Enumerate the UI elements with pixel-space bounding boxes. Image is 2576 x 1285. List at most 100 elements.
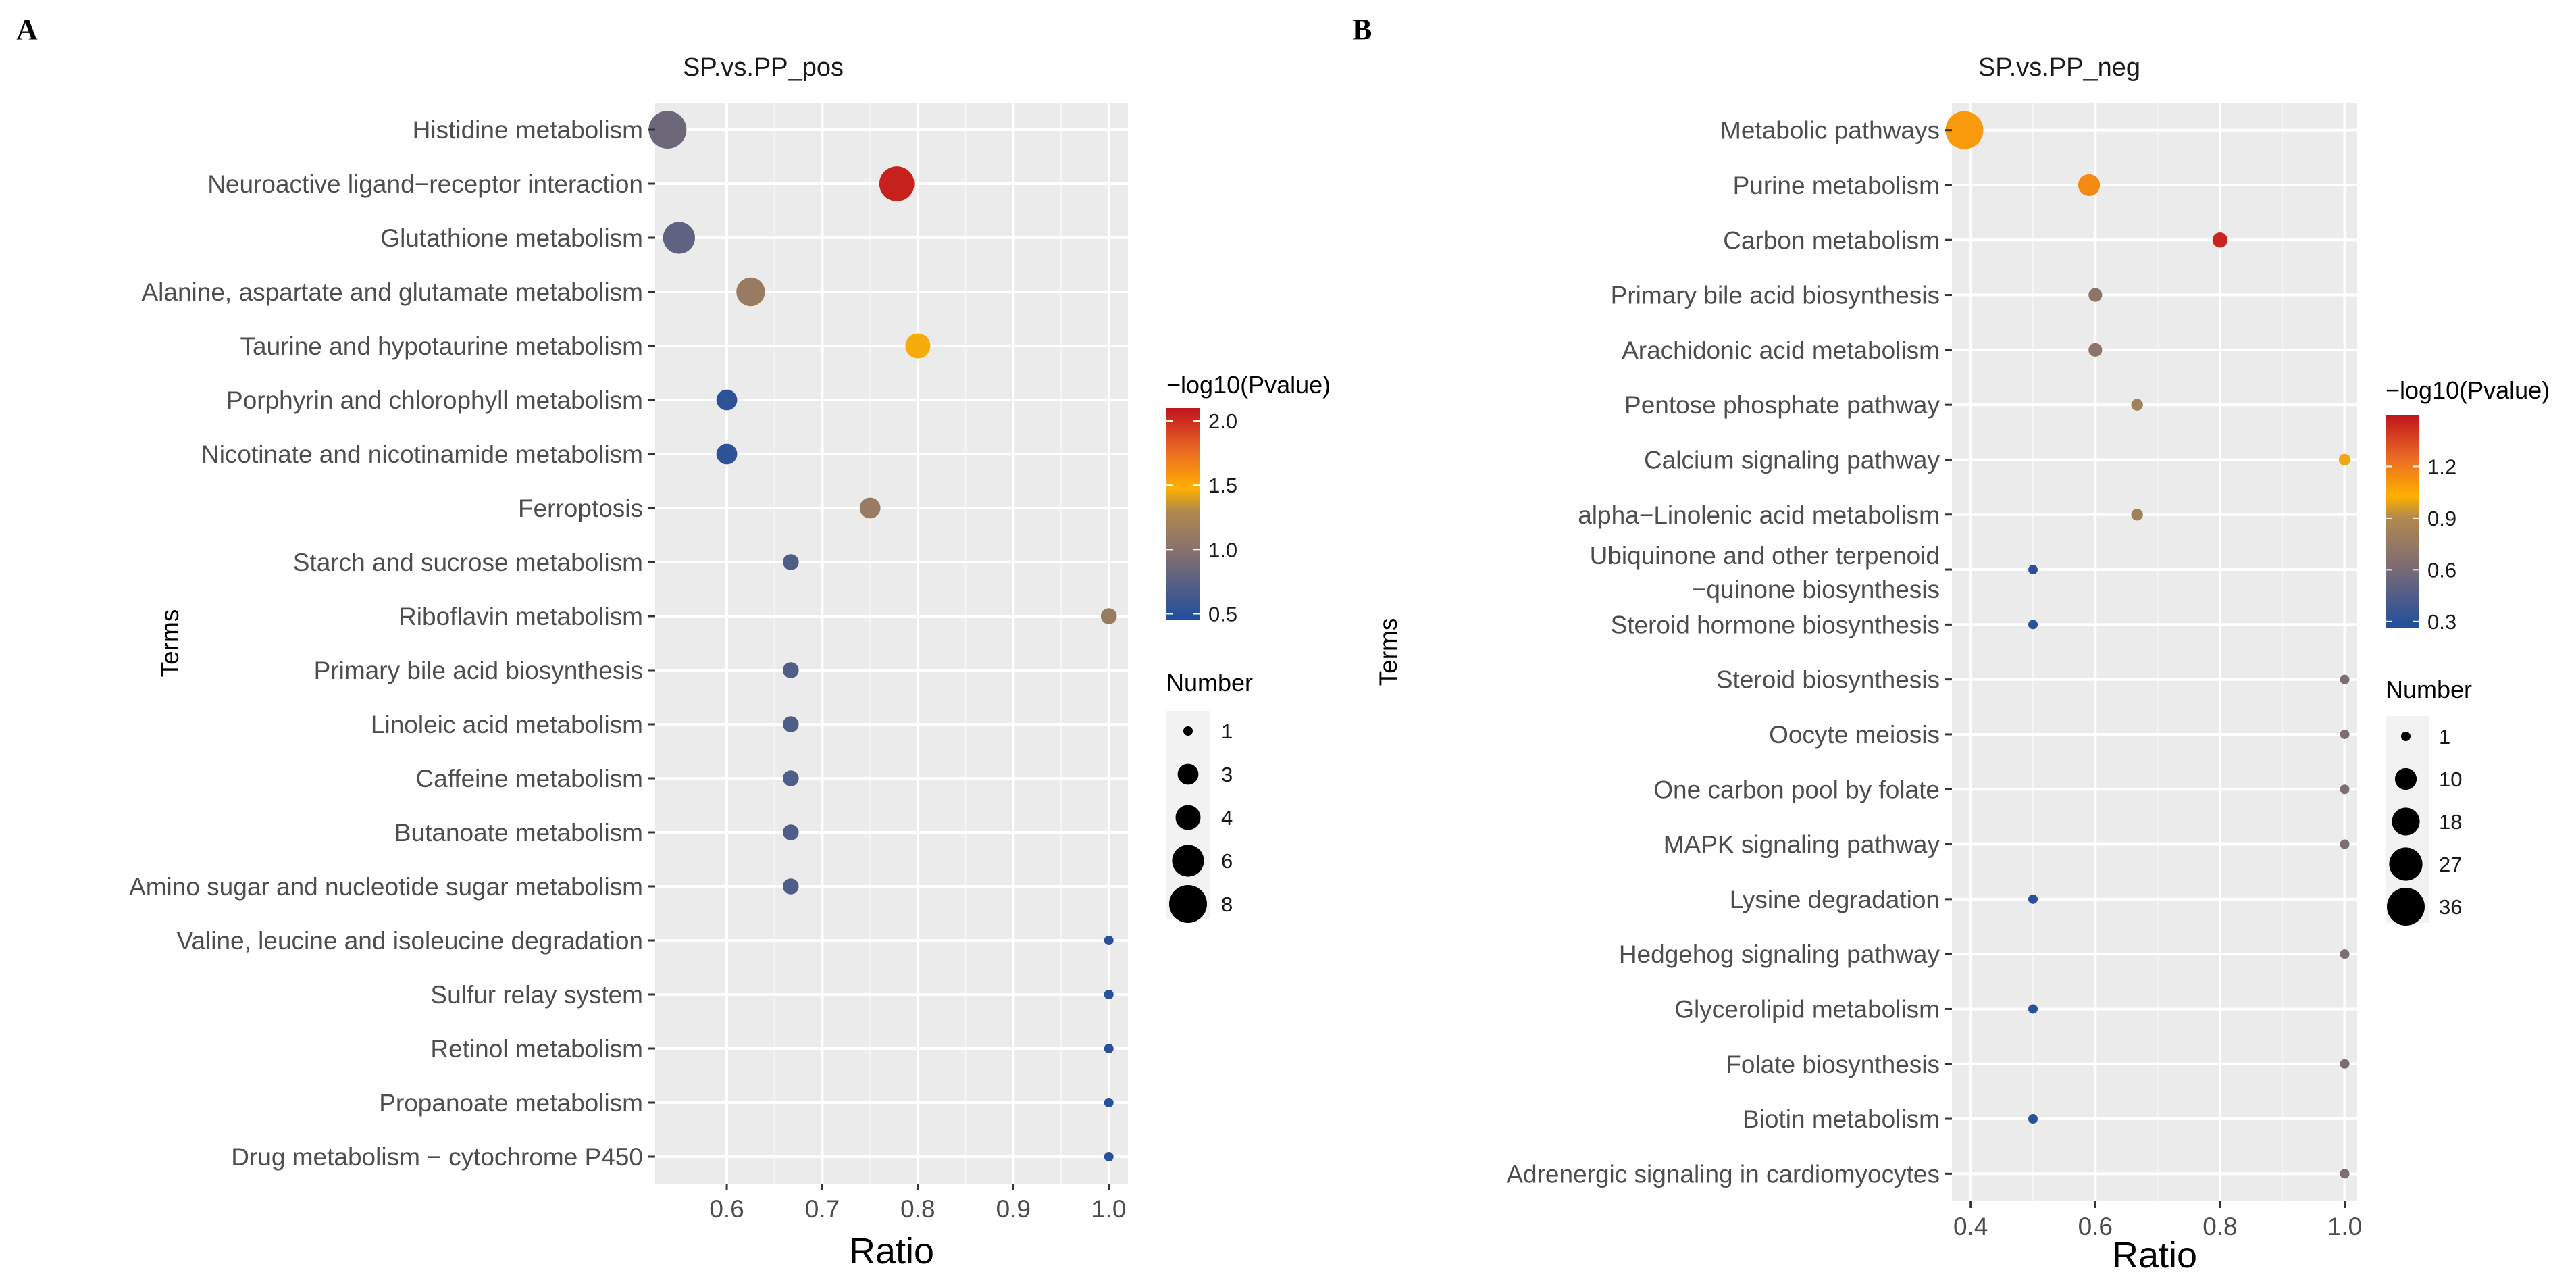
- y-tick-label: Ferroptosis: [518, 495, 643, 522]
- plot-background: [1952, 103, 2357, 1201]
- x-tick-label: 1.0: [2327, 1213, 2362, 1240]
- data-point: [1100, 608, 1117, 624]
- colorbar-tick-label: 1.5: [1208, 474, 1237, 497]
- data-point: [716, 389, 738, 411]
- colorbar-tick-label: 0.3: [2427, 610, 2456, 634]
- size-legend-title: Number: [2386, 676, 2472, 703]
- data-point: [1104, 1098, 1114, 1107]
- x-tick-label: 0.4: [1953, 1213, 1988, 1240]
- data-point: [648, 111, 687, 149]
- data-point: [2340, 1169, 2350, 1179]
- data-point: [2028, 565, 2038, 575]
- y-tick-label: Butanoate metabolism: [394, 819, 643, 847]
- colorbar-tick-label: 0.5: [1208, 602, 1237, 626]
- y-tick-label: Metabolic pathways: [1720, 117, 1940, 145]
- x-tick-label: 0.6: [2078, 1213, 2113, 1240]
- y-tick-label: Retinol metabolism: [430, 1035, 643, 1063]
- size-legend-key: [2389, 847, 2423, 881]
- y-tick-label: Purine metabolism: [1733, 172, 1940, 199]
- data-point: [736, 277, 765, 307]
- data-point: [716, 443, 738, 465]
- y-tick-label: Caffeine metabolism: [415, 765, 643, 792]
- data-point: [2088, 343, 2103, 357]
- size-legend-key: [2394, 767, 2417, 790]
- y-tick-label: Starch and sucrose metabolism: [293, 549, 643, 576]
- data-point: [783, 878, 799, 895]
- y-tick-label: MAPK signaling pathway: [1664, 831, 1940, 859]
- y-tick-label: Oocyte meiosis: [1769, 721, 1940, 749]
- data-point: [2340, 1059, 2350, 1069]
- data-point: [2028, 620, 2038, 630]
- size-legend-label: 27: [2439, 853, 2462, 876]
- y-tick-label: Drug metabolism − cytochrome P450: [231, 1143, 643, 1171]
- data-point: [905, 333, 931, 359]
- y-tick-label: Carbon metabolism: [1723, 226, 1940, 254]
- colorbar-tick-label: 1.0: [1208, 538, 1237, 561]
- size-legend-label: 1: [1221, 720, 1233, 743]
- size-legend-label: 10: [2439, 767, 2462, 791]
- data-point: [859, 497, 881, 519]
- y-tick-label: Amino sugar and nucleotide sugar metabol…: [129, 873, 643, 901]
- data-point: [783, 554, 799, 570]
- colorbar-tick-label: 0.9: [2427, 507, 2456, 530]
- data-point: [1104, 1152, 1114, 1161]
- y-tick-label: Valine, leucine and isoleucine degradati…: [177, 927, 643, 955]
- colorbar-tick-label: 1.2: [2427, 455, 2456, 478]
- y-tick-label: Hedgehog signaling pathway: [1619, 940, 1940, 968]
- colorbar-tick-label: 2.0: [1208, 409, 1237, 433]
- data-point: [2340, 729, 2350, 739]
- y-tick-label: Neuroactive ligand−receptor interaction: [207, 170, 643, 198]
- size-legend-key: [2387, 888, 2425, 926]
- data-point: [783, 662, 799, 678]
- y-tick-label: Sulfur relay system: [430, 981, 643, 1009]
- y-tick-label: Calcium signaling pathway: [1644, 446, 1940, 474]
- size-legend-key: [1177, 763, 1199, 785]
- size-legend-label: 3: [1221, 763, 1233, 786]
- data-point: [879, 166, 915, 201]
- size-legend-title: Number: [1166, 669, 1253, 697]
- colorbar-tick-label: 0.6: [2427, 558, 2456, 582]
- data-point: [2338, 453, 2351, 466]
- y-tick-label: Arachidonic acid metabolism: [1622, 336, 1940, 364]
- y-tick-label: Glutathione metabolism: [380, 224, 643, 252]
- data-point: [2028, 894, 2038, 904]
- x-tick-label: 0.7: [805, 1195, 840, 1223]
- y-tick-label: Glycerolipid metabolism: [1674, 995, 1940, 1023]
- color-legend-title: −log10(Pvalue): [2386, 376, 2550, 404]
- data-point: [663, 222, 695, 254]
- data-point: [783, 824, 799, 840]
- data-point: [1104, 990, 1114, 999]
- x-tick-label: 1.0: [1091, 1195, 1126, 1223]
- y-tick-label: Propanoate metabolism: [379, 1089, 643, 1117]
- x-tick-label: 0.8: [900, 1195, 935, 1223]
- panel-label: A: [16, 13, 38, 46]
- size-legend-key: [1175, 805, 1201, 830]
- y-tick-label: Riboflavin metabolism: [398, 603, 643, 630]
- y-tick-label: Folate biosynthesis: [1726, 1051, 1940, 1078]
- y-axis-title: Terms: [156, 609, 184, 678]
- size-legend-key: [1183, 726, 1193, 736]
- data-point: [2131, 509, 2143, 521]
- y-tick-label: Primary bile acid biosynthesis: [314, 657, 643, 684]
- y-tick-label: Alanine, aspartate and glutamate metabol…: [142, 278, 644, 306]
- y-axis-title: Terms: [1374, 618, 1402, 686]
- size-legend-key: [2392, 807, 2420, 836]
- data-point: [2131, 399, 2143, 411]
- x-tick-label: 0.8: [2203, 1213, 2237, 1240]
- size-legend-key: [1169, 885, 1207, 923]
- data-point: [2340, 784, 2350, 795]
- y-tick-label: Steroid biosynthesis: [1716, 666, 1940, 694]
- y-tick-label: Ubiquinone and other terpenoid −quinone b…: [1590, 542, 1940, 603]
- size-legend-label: 8: [1221, 892, 1233, 916]
- y-tick-label: Histidine metabolism: [413, 116, 643, 144]
- x-tick-label: 0.9: [996, 1195, 1031, 1223]
- y-tick-label: One carbon pool by folate: [1653, 776, 1940, 803]
- y-tick-label: Taurine and hypotaurine metabolism: [240, 332, 643, 360]
- colorbar: [2386, 415, 2419, 628]
- colorbar: [1166, 408, 1200, 620]
- data-point: [1104, 1044, 1114, 1053]
- panel-a: A SP.vs.PP_pos Histidine metabolism Neuroac…: [16, 13, 1331, 1271]
- y-tick-label: Biotin metabolism: [1743, 1105, 1940, 1133]
- y-tick-label: Nicotinate and nicotinamide metabolism: [201, 440, 643, 468]
- size-legend-label: 18: [2439, 810, 2462, 834]
